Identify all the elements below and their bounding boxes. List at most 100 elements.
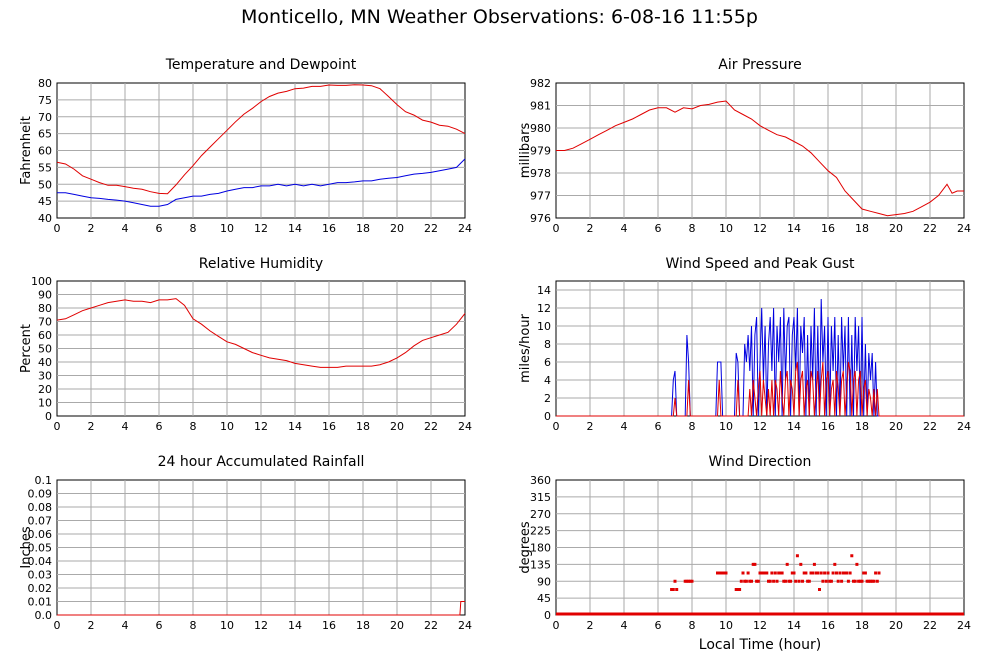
y-tick-label: 45 bbox=[537, 592, 551, 605]
data-point bbox=[767, 579, 770, 583]
data-point bbox=[688, 579, 692, 583]
y-tick-label: 0.01 bbox=[28, 596, 53, 609]
y-tick-label: 12 bbox=[537, 302, 551, 315]
x-tick-label: 18 bbox=[855, 222, 869, 235]
data-point bbox=[877, 571, 881, 575]
data-point bbox=[792, 571, 796, 575]
data-point bbox=[828, 579, 832, 583]
y-tick-label: 40 bbox=[38, 212, 52, 225]
data-point bbox=[673, 579, 677, 583]
data-point bbox=[845, 571, 849, 575]
data-point bbox=[748, 579, 752, 583]
data-point bbox=[780, 571, 784, 575]
y-tick-label: 80 bbox=[38, 302, 52, 315]
y-tick-label: 0 bbox=[45, 410, 52, 423]
x-tick-label: 4 bbox=[621, 222, 628, 235]
x-tick-label: 16 bbox=[322, 420, 336, 433]
data-point bbox=[824, 579, 828, 583]
data-point bbox=[874, 571, 878, 575]
y-tick-label: 978 bbox=[530, 167, 551, 180]
data-point bbox=[690, 579, 694, 583]
x-tick-label: 8 bbox=[190, 222, 197, 235]
y-tick-label: 90 bbox=[537, 575, 551, 588]
data-point bbox=[787, 579, 791, 583]
y-tick-label: 80 bbox=[38, 77, 52, 90]
data-point bbox=[760, 571, 764, 575]
data-point bbox=[734, 588, 738, 591]
x-tick-label: 2 bbox=[88, 619, 95, 632]
x-tick-label: 6 bbox=[156, 222, 163, 235]
x-tick-label: 16 bbox=[322, 619, 336, 632]
data-point bbox=[829, 579, 833, 583]
data-point bbox=[724, 571, 728, 575]
x-tick-label: 0 bbox=[553, 619, 560, 632]
y-tick-label: 70 bbox=[38, 316, 52, 329]
y-tick-label: 0.1 bbox=[35, 474, 53, 487]
data-point bbox=[826, 571, 830, 575]
y-tick-label: 0 bbox=[544, 609, 551, 622]
x-tick-label: 22 bbox=[424, 222, 438, 235]
data-point bbox=[843, 571, 847, 575]
y-tick-label: 20 bbox=[38, 383, 52, 396]
data-point bbox=[858, 579, 862, 583]
y-tick-label: 0.03 bbox=[28, 569, 53, 582]
data-point bbox=[671, 588, 675, 591]
y-tick-label: 100 bbox=[31, 275, 52, 288]
chart-humidity: 0 2 4 6 8 10 12 14 16 18 20 22 240102030405060708090… bbox=[19, 256, 472, 433]
x-tick-label: 24 bbox=[458, 619, 472, 632]
series-line-red bbox=[556, 100, 964, 217]
data-point bbox=[716, 571, 719, 575]
data-point bbox=[840, 579, 844, 583]
data-point bbox=[875, 579, 879, 583]
x-tick-label: 12 bbox=[753, 619, 767, 632]
data-point bbox=[721, 571, 725, 575]
data-point bbox=[738, 588, 742, 591]
y-tick-label: 0.06 bbox=[28, 528, 53, 541]
data-point bbox=[797, 579, 801, 583]
y-tick-label: 0.04 bbox=[28, 555, 53, 568]
data-point bbox=[799, 562, 803, 566]
y-tick-label: 270 bbox=[530, 508, 551, 521]
x-tick-label: 0 bbox=[553, 222, 560, 235]
chart-title: Air Pressure bbox=[718, 57, 801, 73]
data-point bbox=[675, 588, 679, 591]
y-axis-label: miles/hour bbox=[518, 313, 533, 382]
data-point bbox=[719, 571, 723, 575]
data-point bbox=[765, 571, 769, 575]
y-tick-label: 981 bbox=[530, 100, 551, 113]
x-tick-label: 20 bbox=[889, 619, 903, 632]
x-tick-label: 8 bbox=[689, 222, 696, 235]
x-tick-label: 0 bbox=[54, 420, 61, 433]
data-point bbox=[814, 571, 818, 575]
data-point bbox=[782, 579, 786, 583]
data-point bbox=[758, 571, 762, 575]
y-tick-label: 65 bbox=[38, 128, 52, 141]
series-line-red bbox=[57, 601, 465, 616]
x-tick-label: 20 bbox=[390, 619, 404, 632]
data-point bbox=[857, 579, 861, 583]
data-point bbox=[722, 571, 726, 575]
y-tick-label: 50 bbox=[38, 343, 52, 356]
y-tick-label: 0.05 bbox=[28, 542, 53, 555]
data-point bbox=[741, 571, 745, 575]
x-tick-label: 0 bbox=[553, 420, 560, 433]
chart-pressure: 0 2 4 6 8 10 12 14 16 18 20 22 249769779789799809819… bbox=[518, 57, 971, 235]
y-axis-label: degrees bbox=[518, 521, 533, 574]
y-tick-label: 70 bbox=[38, 111, 52, 124]
x-tick-label: 4 bbox=[122, 222, 129, 235]
data-point bbox=[835, 571, 838, 575]
y-tick-label: 2 bbox=[544, 392, 551, 405]
y-tick-label: 6 bbox=[544, 356, 551, 369]
data-point bbox=[852, 579, 855, 583]
x-tick-label: 22 bbox=[424, 420, 438, 433]
x-tick-label: 6 bbox=[156, 420, 163, 433]
data-point bbox=[869, 579, 872, 583]
y-tick-label: 976 bbox=[530, 212, 551, 225]
data-point bbox=[751, 562, 755, 566]
data-point bbox=[811, 571, 815, 575]
y-tick-label: 315 bbox=[530, 491, 551, 504]
data-point bbox=[848, 571, 852, 575]
data-point bbox=[775, 579, 779, 583]
x-tick-label: 14 bbox=[787, 420, 801, 433]
x-tick-label: 4 bbox=[621, 619, 628, 632]
